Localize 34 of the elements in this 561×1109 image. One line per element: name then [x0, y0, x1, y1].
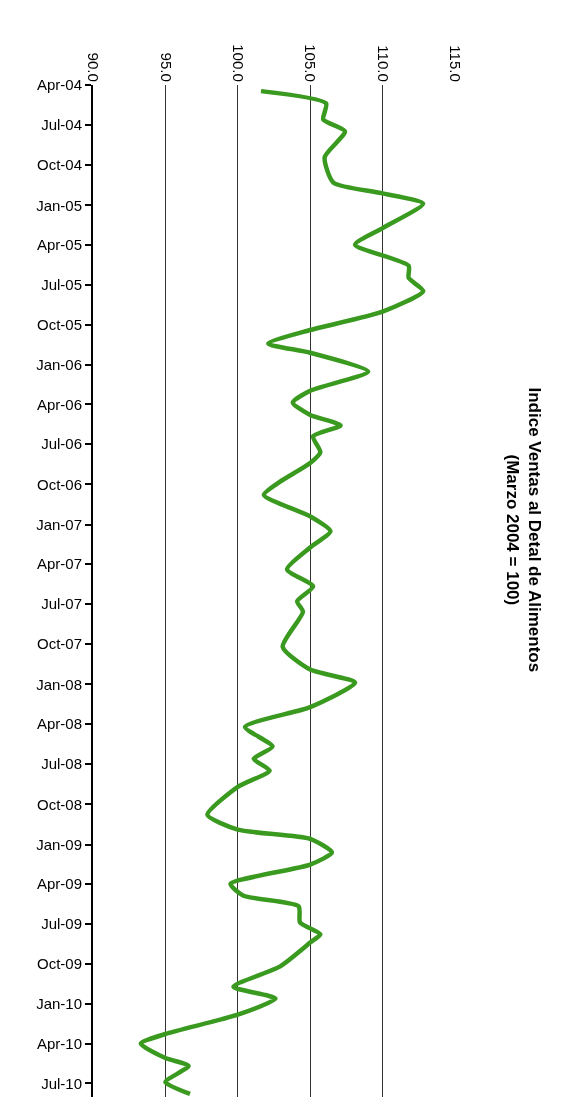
- x-tick-label: 95.0: [157, 52, 175, 82]
- y-tick-label: Jul-07: [41, 595, 82, 613]
- y-tick-label: Jan-06: [36, 356, 82, 374]
- text: Indice Ventas al Detal de Alimentos: [525, 387, 545, 673]
- y-tick-label: Jul-05: [41, 275, 82, 293]
- x-tick-label: 100.0: [229, 44, 247, 82]
- y-tick-label: Apr-09: [36, 875, 82, 893]
- y-tick-label: Jan-05: [36, 196, 82, 214]
- y-tick-label: Jul-10: [41, 1074, 82, 1092]
- y-tick-label: Jul-06: [41, 435, 82, 453]
- x-tick-label: 115.0: [447, 45, 465, 82]
- text: (Marzo 2004 = 100): [502, 454, 522, 606]
- y-tick-label: Oct-05: [36, 316, 82, 334]
- y-tick-label: Apr-05: [36, 235, 82, 253]
- x-tick-label: 105.0: [302, 44, 320, 82]
- y-tick-label: Jan-08: [36, 675, 82, 693]
- y-tick-label: Jul-08: [41, 755, 82, 773]
- x-tick-label: 110.0: [374, 45, 392, 82]
- y-tick-label: Apr-04: [36, 76, 82, 94]
- x-tick-label: 90.0: [85, 52, 103, 82]
- y-tick-label: Jan-07: [36, 515, 82, 533]
- y-tick-label: Oct-07: [36, 635, 82, 653]
- y-tick-label: Apr-06: [36, 395, 82, 413]
- y-tick-label: Jan-09: [36, 835, 82, 853]
- y-tick-label: Jul-04: [41, 116, 82, 134]
- y-tick-label: Apr-08: [36, 715, 82, 733]
- y-tick-label: Oct-04: [36, 156, 82, 174]
- y-tick-label: Apr-10: [36, 1034, 82, 1052]
- y-tick-label: Oct-08: [36, 795, 82, 813]
- y-tick-label: Jan-10: [36, 995, 82, 1013]
- y-tick-label: Apr-07: [36, 555, 82, 573]
- y-tick-label: Oct-09: [36, 955, 82, 973]
- y-tick-label: Jul-09: [41, 914, 82, 932]
- y-tick-label: Oct-06: [36, 475, 82, 493]
